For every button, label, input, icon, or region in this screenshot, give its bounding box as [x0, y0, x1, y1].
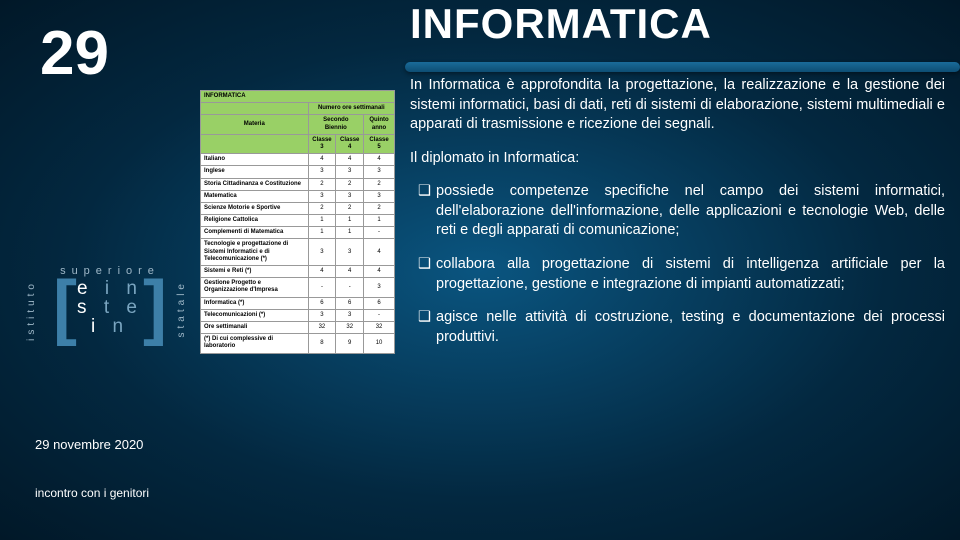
bullet-item: possiede competenze specifiche nel campo…	[418, 182, 945, 241]
bullet-list: possiede competenze specifiche nel campo…	[418, 182, 945, 347]
subheading: Il diplomato in Informatica:	[410, 149, 945, 169]
bullet-item: agisce nelle attività di costruzione, te…	[418, 308, 945, 347]
slide-title: INFORMATICA	[410, 0, 712, 48]
school-logo: superiore [ e i n s t e i n ]	[35, 265, 185, 340]
content-area: In Informatica è approfondita la progett…	[410, 76, 945, 361]
logo-letters: e i n s t e i n	[77, 279, 143, 336]
date-text: 29 novembre 2020	[35, 437, 143, 452]
hours-table: INFORMATICANumero ore settimanaliMateria…	[200, 90, 395, 354]
bullet-item: collabora alla progettazione di sistemi …	[418, 255, 945, 294]
bracket-left: [	[53, 275, 77, 340]
intro-text: In Informatica è approfondita la progett…	[410, 76, 945, 135]
footer-text: incontro con i genitori	[35, 486, 149, 500]
title-bar	[405, 62, 960, 72]
slide-number: 29	[40, 18, 109, 89]
bracket-right: ]	[143, 275, 167, 340]
